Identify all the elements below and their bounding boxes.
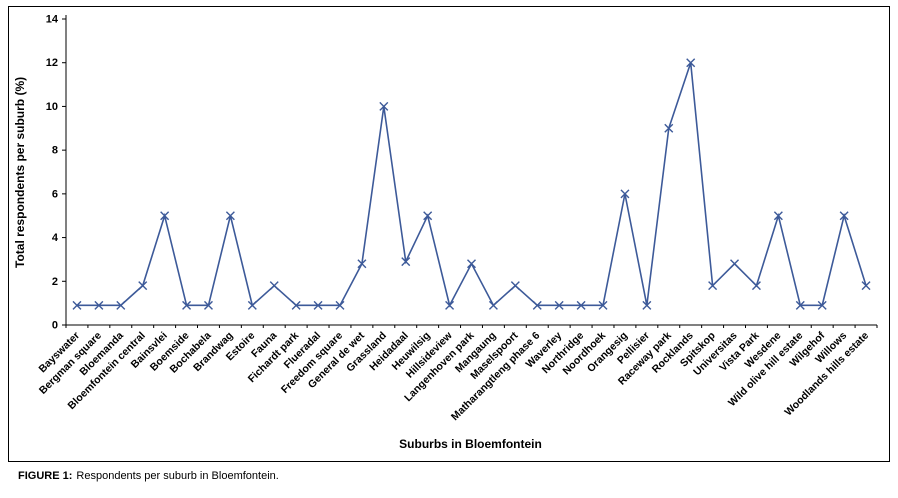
- svg-text:2: 2: [52, 276, 58, 288]
- figure-caption-label: FIGURE 1:: [18, 470, 73, 482]
- svg-text:4: 4: [52, 232, 59, 244]
- svg-text:6: 6: [52, 188, 58, 200]
- svg-text:12: 12: [46, 57, 58, 69]
- figure-container: Total respondents per suburb (%) 0 2 4 6 8 10…: [8, 6, 890, 482]
- figure-caption-text: Respondents per suburb in Bloemfontein.: [76, 470, 279, 482]
- figure-caption: FIGURE 1: Respondents per suburb in Bloem…: [18, 470, 890, 482]
- svg-text:14: 14: [46, 14, 59, 26]
- svg-text:0: 0: [52, 320, 58, 332]
- svg-text:10: 10: [46, 101, 58, 113]
- chart: Total respondents per suburb (%) 0 2 4 6 8 10…: [8, 6, 890, 462]
- x-axis-title: Suburbs in Bloemfontein: [399, 437, 542, 451]
- svg-text:8: 8: [52, 145, 58, 157]
